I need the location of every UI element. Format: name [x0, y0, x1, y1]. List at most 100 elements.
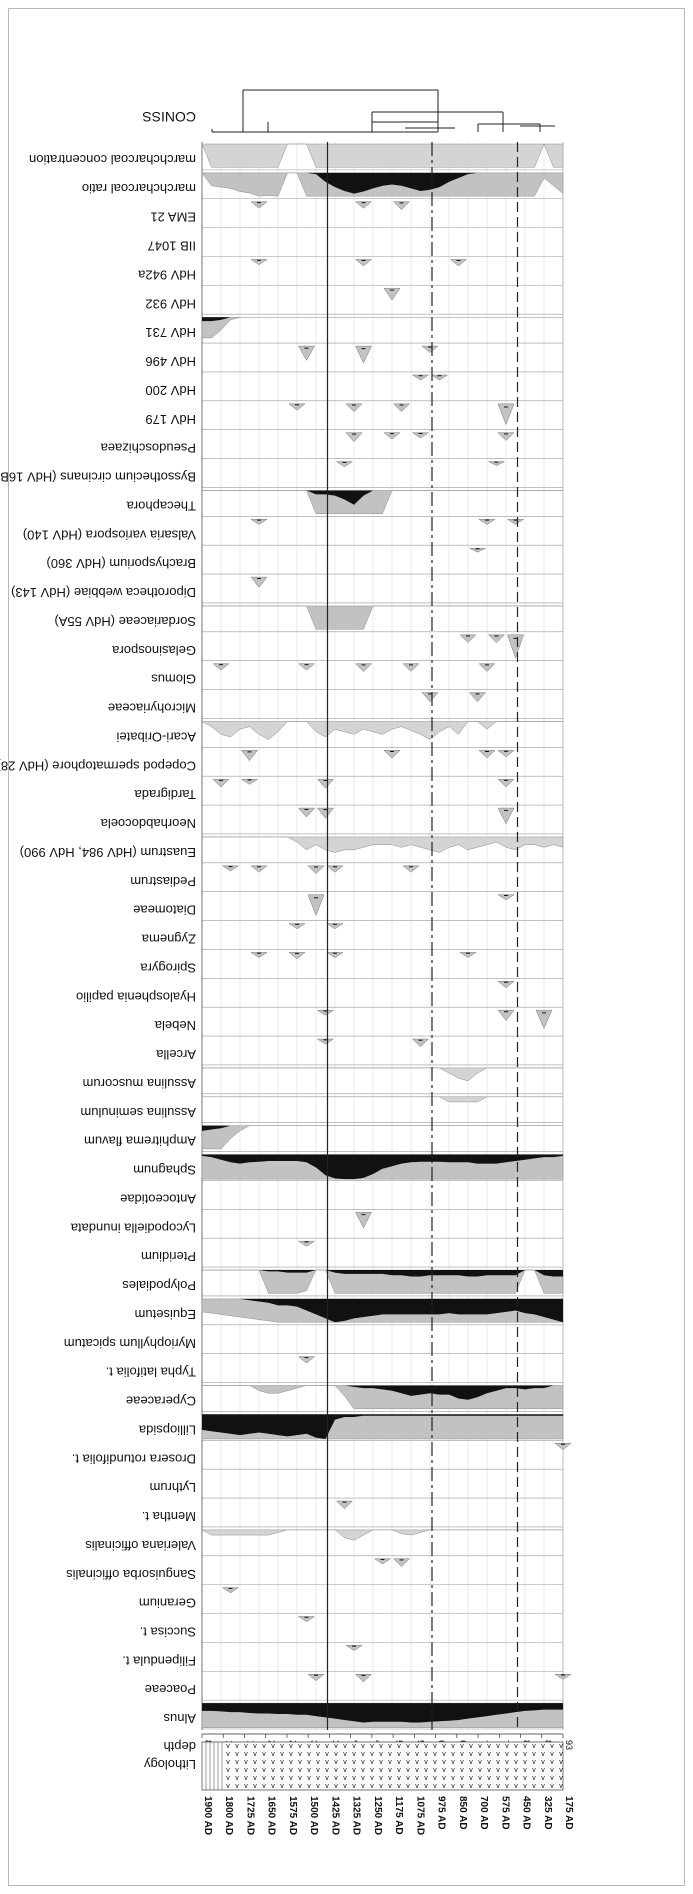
presence-peak	[497, 1009, 515, 1021]
presence-peak	[535, 1009, 553, 1029]
presence-peak	[507, 634, 524, 659]
lithology-symbol: v	[307, 1775, 311, 1782]
presence-peak	[497, 894, 515, 901]
lithology-symbol: v	[550, 1783, 554, 1790]
lithology-symbol: v	[298, 1743, 302, 1750]
presence-peak	[316, 778, 335, 789]
lithology-column: vvvvvvvvvvvvvvvvvvvvvvvvvvvvvvvvvvvvvvvv…	[143, 1741, 564, 1791]
lithology-symbol: v	[559, 1743, 563, 1750]
presence-peak	[354, 201, 373, 209]
lithology-symbol: v	[415, 1751, 419, 1758]
lithology-symbol: v	[478, 1783, 482, 1790]
curve-total	[201, 143, 564, 168]
lithology-symbol: v	[379, 1783, 383, 1790]
presence-peak	[354, 1674, 373, 1683]
taxon-label: HdV 179	[145, 412, 196, 427]
lithology-symbol: v	[532, 1751, 536, 1758]
lithology-symbol: v	[244, 1783, 248, 1790]
taxon-label: marchcharcoal concentration	[29, 152, 196, 167]
presence-peak	[421, 345, 439, 353]
lithology-symbol: v	[307, 1743, 311, 1750]
lithology-symbol: v	[523, 1743, 527, 1750]
presence-peak	[554, 1674, 572, 1680]
lithology-symbol: v	[505, 1751, 509, 1758]
taxon-label: Arcella	[155, 1047, 196, 1062]
taxon-label: Pseudoschizaea	[100, 441, 196, 456]
lithology-symbol: v	[352, 1767, 356, 1774]
lithology-symbol: v	[487, 1743, 491, 1750]
zone-boundaries	[326, 142, 519, 1730]
taxon-label: Lilliopsida	[138, 1422, 196, 1437]
lithology-symbol: v	[532, 1759, 536, 1766]
lithology-symbol: v	[451, 1743, 455, 1750]
taxon-label: HdV 942a	[137, 267, 196, 282]
lithology-symbol: v	[235, 1759, 239, 1766]
lithology-symbol: v	[532, 1775, 536, 1782]
presence-peak	[335, 461, 354, 468]
taxon-label: Myriophyllum spicatum	[64, 1336, 196, 1351]
taxon-label: Sanguisorba officinalis	[66, 1567, 196, 1582]
presence-peak	[411, 1038, 430, 1048]
taxon-label: HdV 496	[145, 354, 196, 369]
lithology-symbol: v	[514, 1759, 518, 1766]
lithology-symbol: v	[388, 1743, 392, 1750]
lithology-symbol: v	[550, 1743, 554, 1750]
lithology-symbol: v	[352, 1751, 356, 1758]
age-tick-label: 1075 AD	[414, 1796, 425, 1835]
taxon-label: Lythrum	[150, 1480, 196, 1495]
lithology-symbol: v	[307, 1751, 311, 1758]
lithology-symbol: v	[262, 1775, 266, 1782]
lithology-symbol: v	[541, 1759, 545, 1766]
taxon-label: Glomus	[151, 672, 196, 687]
presence-peak	[469, 547, 486, 553]
lithology-symbol: v	[370, 1751, 374, 1758]
lithology-symbol: v	[469, 1775, 473, 1782]
lithology-symbol: v	[505, 1743, 509, 1750]
presence-peak	[478, 663, 496, 672]
lithology-symbol: v	[262, 1767, 266, 1774]
taxon-label: Cyperaceae	[126, 1394, 196, 1409]
taxon-label: marchcharcoal ratio	[82, 181, 196, 196]
lithology-symbol: v	[298, 1775, 302, 1782]
lithology-symbol: v	[343, 1751, 347, 1758]
age-tick-label: 325 AD	[542, 1796, 553, 1830]
lithology-symbol: v	[235, 1767, 239, 1774]
lithology-symbol: v	[361, 1767, 365, 1774]
lithology-symbol: v	[541, 1751, 545, 1758]
lithology-symbol: v	[559, 1783, 563, 1790]
taxon-label: Acari-Oribatei	[116, 729, 196, 744]
lithology-symbol: v	[559, 1751, 563, 1758]
lithology-symbol: v	[271, 1759, 275, 1766]
lithology-symbol: v	[334, 1759, 338, 1766]
lithology-symbol: v	[550, 1775, 554, 1782]
presence-peak	[392, 201, 411, 210]
curve-total	[202, 836, 564, 853]
lithology-symbol: v	[307, 1759, 311, 1766]
lithology-symbol: v	[460, 1743, 464, 1750]
presence-peak	[354, 259, 373, 267]
taxon-label: Diporotheca webbiae (HdV 143)	[11, 585, 196, 600]
lithology-symbol: v	[469, 1759, 473, 1766]
lithology-symbol: v	[244, 1767, 248, 1774]
presence-peak	[316, 807, 335, 819]
presence-peak	[221, 1587, 240, 1594]
lithology-symbol: v	[253, 1743, 257, 1750]
age-tick-label: 1425 AD	[329, 1796, 340, 1835]
lithology-symbol: v	[343, 1759, 347, 1766]
lithology-symbol: v	[298, 1759, 302, 1766]
lithology-symbol: v	[325, 1767, 329, 1774]
lithology-symbol: v	[505, 1767, 509, 1774]
lithology-symbol: v	[406, 1743, 410, 1750]
lithology-symbol: v	[424, 1775, 428, 1782]
presence-peak	[383, 750, 401, 759]
lithology-symbol: v	[280, 1759, 284, 1766]
presence-peak	[411, 374, 430, 381]
taxon-label: Filipendula t.	[122, 1653, 196, 1668]
lithology-symbol: v	[244, 1751, 248, 1758]
lithology-symbol: v	[334, 1767, 338, 1774]
taxon-label: Amphitrema flavum	[84, 1134, 196, 1149]
lithology-symbol: v	[379, 1775, 383, 1782]
lithology-symbol: v	[559, 1759, 563, 1766]
lithology-symbol: v	[469, 1751, 473, 1758]
lithology-symbol: v	[559, 1775, 563, 1782]
